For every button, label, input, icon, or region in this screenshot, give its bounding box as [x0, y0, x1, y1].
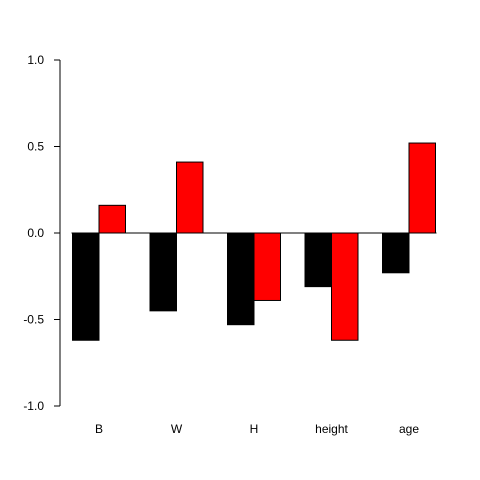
- y-tick-label: 0.0: [27, 226, 44, 240]
- y-tick-label: 1.0: [27, 53, 44, 67]
- y-axis: -1.0 -0.5 0.0 0.5 1.0: [23, 53, 61, 413]
- category-label: age: [399, 422, 419, 436]
- y-tick-label: -1.0: [23, 399, 44, 413]
- bar-H-series2: [253, 232, 281, 301]
- bar-height-series2: [331, 232, 359, 341]
- bar-group: [71, 142, 437, 341]
- bar-B-series1: [72, 232, 100, 341]
- bar-W-series2: [176, 161, 204, 234]
- bar-age-series2: [408, 142, 436, 234]
- category-label: H: [250, 422, 259, 436]
- y-tick-label: 0.5: [27, 140, 44, 154]
- category-label: height: [315, 422, 348, 436]
- y-tick-label: -0.5: [23, 313, 44, 327]
- bar-age-series1: [382, 232, 410, 274]
- bar-H-series1: [227, 232, 255, 326]
- bar-B-series2: [98, 204, 126, 234]
- bar-height-series1: [304, 232, 332, 288]
- category-label: W: [171, 422, 183, 436]
- bar-W-series1: [149, 232, 177, 312]
- category-label: B: [95, 422, 103, 436]
